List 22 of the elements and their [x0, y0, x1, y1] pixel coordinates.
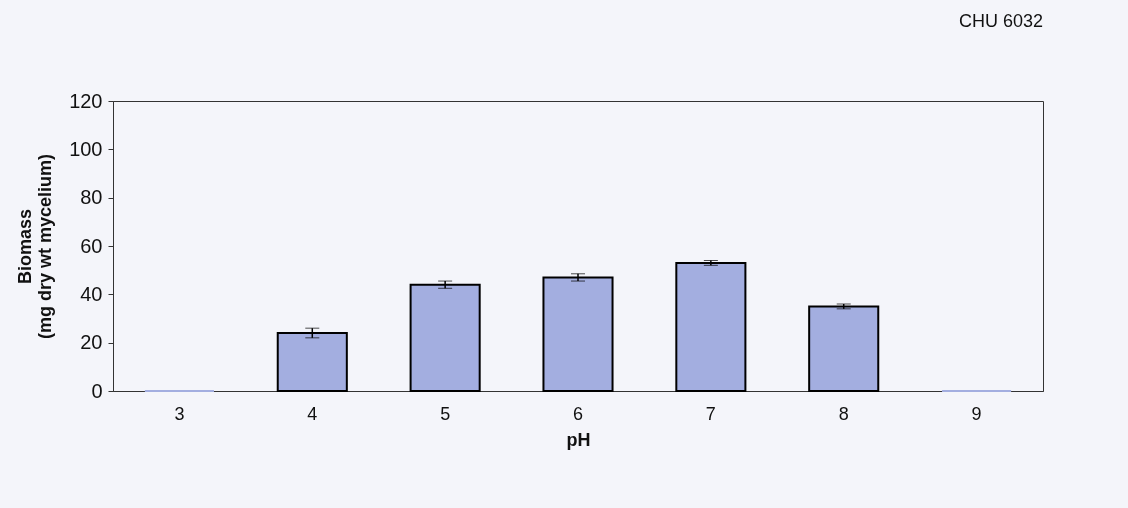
- x-tick-label: 9: [971, 403, 982, 424]
- y-axis-title: Biomass (mg dry wt mycelium): [15, 153, 56, 340]
- y-tick-label: 20: [80, 331, 103, 354]
- x-tick-label: 6: [572, 403, 584, 424]
- bar: [808, 305, 880, 392]
- x-axis-title: pH: [566, 429, 591, 450]
- x-tick-label: 7: [705, 403, 716, 424]
- x-tick-label: 3: [174, 403, 185, 424]
- x-tick-label: 5: [440, 403, 451, 424]
- x-tick-label: 8: [838, 403, 849, 424]
- y-tick-label: 40: [80, 282, 103, 305]
- bar: [675, 261, 747, 392]
- y-tick-label: 100: [69, 137, 103, 160]
- y-tick-label: 120: [69, 89, 103, 112]
- bar: [276, 332, 348, 392]
- y-tick-label: 80: [80, 186, 103, 209]
- chart-title: CHU 6032: [958, 11, 1043, 31]
- y-tick-label: 60: [80, 234, 103, 257]
- y-tick-label: 0: [91, 379, 103, 402]
- bar: [542, 276, 614, 392]
- bar: [409, 283, 481, 392]
- x-tick-label: 4: [307, 403, 318, 424]
